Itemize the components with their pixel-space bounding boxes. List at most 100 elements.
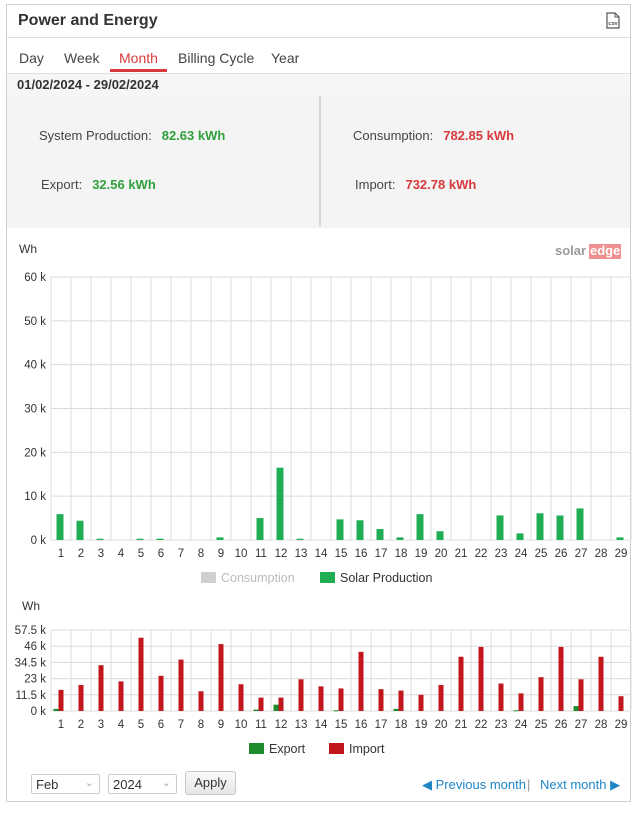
bar-solar-production[interactable] [436, 531, 444, 540]
bar-import[interactable] [358, 651, 364, 711]
y-tick-label: 60 k [24, 272, 46, 284]
previous-month-link[interactable]: ◀ Previous month [422, 777, 526, 793]
bar-import[interactable] [318, 686, 324, 711]
bar-solar-production[interactable] [556, 515, 564, 540]
bar-export[interactable] [513, 710, 519, 712]
x-tick-label: 26 [555, 719, 568, 731]
legend-consumption-swatch[interactable] [201, 572, 216, 583]
bar-solar-production[interactable] [516, 533, 524, 540]
tab-billing-cycle[interactable]: Billing Cycle [178, 50, 255, 66]
x-tick-label: 4 [118, 719, 125, 731]
x-tick-label: 7 [178, 548, 184, 560]
bar-import[interactable] [338, 688, 344, 711]
bar-solar-production[interactable] [216, 537, 224, 540]
bar-import[interactable] [458, 656, 464, 711]
bar-solar-production[interactable] [376, 529, 384, 540]
y-tick-label: 34.5 k [15, 657, 47, 669]
bar-import[interactable] [598, 656, 604, 711]
bar-import[interactable] [178, 659, 184, 711]
bar-import[interactable] [158, 675, 164, 711]
bar-solar-production[interactable] [296, 538, 304, 540]
bar-import[interactable] [198, 691, 204, 711]
bar-solar-production[interactable] [496, 515, 504, 540]
x-tick-label: 15 [335, 719, 348, 731]
bar-solar-production[interactable] [96, 538, 104, 540]
legend-solar-production-label[interactable]: Solar Production [340, 571, 432, 585]
bar-import[interactable] [278, 697, 284, 711]
bar-solar-production[interactable] [56, 514, 64, 540]
bar-import[interactable] [298, 679, 304, 711]
bar-solar-production[interactable] [356, 520, 364, 540]
bar-solar-production[interactable] [536, 513, 544, 540]
bar-import[interactable] [78, 684, 84, 711]
bar-import[interactable] [538, 677, 544, 711]
tab-year[interactable]: Year [271, 50, 300, 66]
tab-week[interactable]: Week [64, 50, 100, 66]
legend-export-label[interactable]: Export [269, 742, 306, 756]
next-month-label: Next month [540, 777, 607, 792]
csv-export-icon[interactable]: CSV [606, 12, 620, 29]
bar-solar-production[interactable] [156, 538, 164, 540]
bar-solar-production[interactable] [336, 519, 344, 540]
bar-import[interactable] [578, 679, 584, 711]
x-tick-label: 11 [255, 719, 267, 731]
bar-import[interactable] [58, 689, 64, 711]
bar-export[interactable] [393, 708, 399, 711]
bar-solar-production[interactable] [276, 467, 284, 540]
x-tick-label: 8 [198, 719, 204, 731]
apply-button[interactable]: Apply [185, 771, 236, 795]
legend-consumption-label[interactable]: Consumption [221, 571, 295, 585]
bar-solar-production[interactable] [616, 537, 624, 540]
system-production-stat: System Production: 82.63 kWh [39, 128, 225, 143]
bar-export[interactable] [333, 710, 339, 712]
bar-import[interactable] [518, 693, 524, 711]
x-tick-label: 29 [615, 548, 628, 560]
bar-import[interactable] [118, 681, 124, 711]
y-tick-label: 11.5 k [16, 690, 47, 702]
bar-import[interactable] [498, 683, 504, 711]
bar-export[interactable] [273, 704, 279, 711]
legend-import-label[interactable]: Import [349, 742, 385, 756]
x-tick-label: 28 [595, 548, 608, 560]
y-tick-label: 0 k [31, 706, 47, 718]
consumption-label: Consumption: [353, 128, 434, 143]
csv-icon-text: CSV [608, 21, 617, 26]
bar-solar-production[interactable] [576, 508, 584, 540]
bar-import[interactable] [238, 684, 244, 711]
bar-solar-production[interactable] [136, 538, 144, 540]
x-tick-label: 10 [235, 548, 248, 560]
legend-export-swatch[interactable] [249, 743, 264, 754]
year-select[interactable]: 2024 ⌄ [108, 774, 177, 794]
bar-import[interactable] [478, 646, 484, 711]
bar-solar-production[interactable] [396, 537, 404, 540]
bar-import[interactable] [398, 690, 404, 711]
x-tick-label: 7 [178, 719, 184, 731]
bar-import[interactable] [218, 644, 224, 711]
bar-import[interactable] [438, 684, 444, 711]
legend-import-swatch[interactable] [329, 743, 344, 754]
bar-solar-production[interactable] [76, 520, 84, 540]
x-tick-label: 5 [138, 548, 144, 560]
legend-solar-production-swatch[interactable] [320, 572, 335, 583]
bar-import[interactable] [618, 696, 624, 711]
bar-import[interactable] [98, 665, 104, 711]
x-tick-label: 13 [295, 719, 308, 731]
tab-month[interactable]: Month [119, 50, 158, 66]
bar-import[interactable] [138, 637, 144, 711]
x-tick-label: 25 [535, 548, 548, 560]
bar-import[interactable] [378, 689, 384, 711]
bar-export[interactable] [53, 708, 59, 711]
bar-solar-production[interactable] [416, 514, 424, 540]
month-select[interactable]: Feb ⌄ [31, 774, 100, 794]
y-tick-label: 20 k [24, 447, 46, 459]
bar-import[interactable] [558, 646, 564, 711]
bar-import[interactable] [258, 697, 264, 711]
bar-import[interactable] [418, 694, 424, 711]
bar-solar-production[interactable] [256, 518, 264, 540]
bar-export[interactable] [253, 709, 259, 711]
bar-export[interactable] [573, 706, 579, 711]
caret-right-icon: ▶ [610, 777, 621, 792]
x-tick-label: 15 [335, 548, 348, 560]
next-month-link[interactable]: Next month ▶ [540, 777, 620, 793]
tab-day[interactable]: Day [19, 50, 44, 66]
